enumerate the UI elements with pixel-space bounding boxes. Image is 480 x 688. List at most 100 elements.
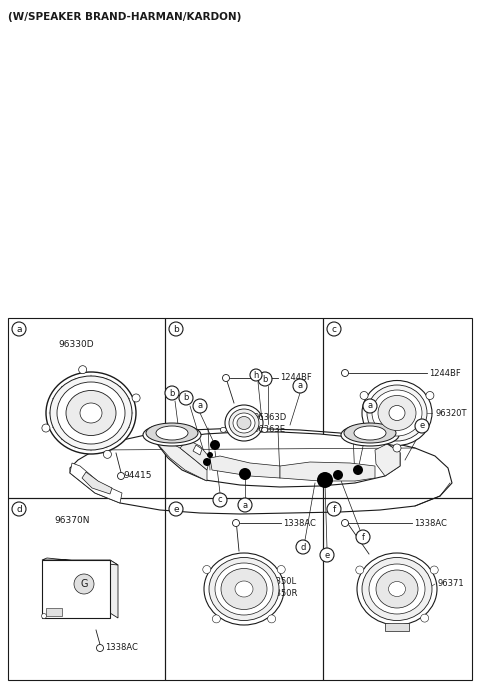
Circle shape xyxy=(118,473,124,480)
Text: b: b xyxy=(173,325,179,334)
Text: 96350R: 96350R xyxy=(266,590,299,599)
Ellipse shape xyxy=(389,405,405,420)
Polygon shape xyxy=(70,428,452,514)
Circle shape xyxy=(203,566,211,574)
Polygon shape xyxy=(375,444,400,476)
Ellipse shape xyxy=(367,385,427,441)
Ellipse shape xyxy=(146,423,198,443)
Polygon shape xyxy=(193,445,202,455)
Polygon shape xyxy=(42,558,118,565)
Circle shape xyxy=(420,614,429,622)
Ellipse shape xyxy=(220,427,227,432)
Circle shape xyxy=(293,379,307,393)
Circle shape xyxy=(169,502,183,516)
Circle shape xyxy=(258,372,272,386)
Ellipse shape xyxy=(354,426,386,440)
Ellipse shape xyxy=(204,553,284,625)
Circle shape xyxy=(268,615,276,623)
Text: 96363D: 96363D xyxy=(254,413,287,422)
Circle shape xyxy=(169,322,183,336)
Ellipse shape xyxy=(388,581,406,596)
Circle shape xyxy=(356,530,370,544)
Circle shape xyxy=(317,472,333,488)
Text: e: e xyxy=(173,504,179,513)
Ellipse shape xyxy=(66,391,116,436)
Ellipse shape xyxy=(357,553,437,625)
Circle shape xyxy=(360,391,368,400)
Text: b: b xyxy=(169,389,175,398)
Circle shape xyxy=(296,540,310,554)
Text: e: e xyxy=(324,550,330,559)
Ellipse shape xyxy=(50,376,132,450)
Ellipse shape xyxy=(57,382,125,444)
Circle shape xyxy=(42,424,50,432)
Circle shape xyxy=(415,419,429,433)
Circle shape xyxy=(353,465,363,475)
Ellipse shape xyxy=(225,405,263,441)
Polygon shape xyxy=(155,440,207,481)
Circle shape xyxy=(232,519,240,526)
Circle shape xyxy=(12,322,26,336)
Polygon shape xyxy=(82,472,112,494)
Ellipse shape xyxy=(235,581,253,597)
Text: 94415: 94415 xyxy=(123,471,152,480)
Ellipse shape xyxy=(80,403,102,423)
Circle shape xyxy=(207,452,213,458)
FancyBboxPatch shape xyxy=(42,560,110,618)
Text: a: a xyxy=(197,402,203,411)
Circle shape xyxy=(341,369,348,376)
Text: f: f xyxy=(361,533,364,541)
Ellipse shape xyxy=(233,413,255,433)
Ellipse shape xyxy=(369,564,425,614)
Circle shape xyxy=(238,498,252,512)
Polygon shape xyxy=(70,463,122,503)
Text: 1338AC: 1338AC xyxy=(283,519,316,528)
Ellipse shape xyxy=(362,557,432,621)
Text: 96363E: 96363E xyxy=(254,425,286,435)
Text: d: d xyxy=(16,504,22,513)
Text: b: b xyxy=(262,374,268,383)
Text: a: a xyxy=(242,500,248,510)
Circle shape xyxy=(327,322,341,336)
Ellipse shape xyxy=(229,409,259,437)
Circle shape xyxy=(363,399,377,413)
Circle shape xyxy=(320,548,334,562)
Circle shape xyxy=(333,470,343,480)
Ellipse shape xyxy=(376,570,418,608)
Ellipse shape xyxy=(262,427,268,432)
Text: 96371: 96371 xyxy=(437,579,464,588)
Text: 1244BF: 1244BF xyxy=(280,374,312,383)
Text: a: a xyxy=(367,402,372,411)
Text: 96320T: 96320T xyxy=(435,409,467,418)
Text: G: G xyxy=(80,579,88,589)
Circle shape xyxy=(430,566,438,574)
Ellipse shape xyxy=(143,424,201,446)
FancyBboxPatch shape xyxy=(385,623,409,631)
Circle shape xyxy=(193,399,207,413)
Text: e: e xyxy=(420,422,425,431)
Ellipse shape xyxy=(378,396,416,431)
Circle shape xyxy=(96,645,104,652)
Polygon shape xyxy=(155,432,400,487)
Ellipse shape xyxy=(237,416,251,429)
Circle shape xyxy=(239,468,251,480)
Circle shape xyxy=(223,374,229,382)
Text: c: c xyxy=(218,495,222,504)
Text: 1244BF: 1244BF xyxy=(429,369,461,378)
Text: (W/SPEAKER BRAND-HARMAN/KARDON): (W/SPEAKER BRAND-HARMAN/KARDON) xyxy=(8,12,241,22)
Ellipse shape xyxy=(156,426,188,440)
Text: d: d xyxy=(300,543,306,552)
Circle shape xyxy=(41,614,47,619)
Ellipse shape xyxy=(362,380,432,446)
Text: 1338AC: 1338AC xyxy=(414,519,447,528)
Text: 1338AC: 1338AC xyxy=(105,643,138,652)
Text: b: b xyxy=(183,394,189,402)
Circle shape xyxy=(210,440,220,450)
FancyBboxPatch shape xyxy=(46,608,62,616)
Ellipse shape xyxy=(215,563,273,615)
Circle shape xyxy=(79,365,87,374)
Polygon shape xyxy=(210,456,280,478)
Text: 96370N: 96370N xyxy=(54,516,89,525)
Polygon shape xyxy=(280,462,375,481)
Circle shape xyxy=(327,502,341,516)
